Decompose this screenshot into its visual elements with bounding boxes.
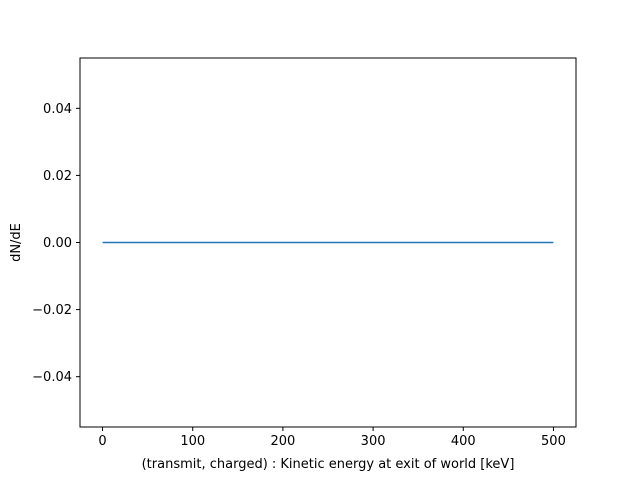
x-tick-label: 0 [98, 434, 106, 449]
x-tick-label: 200 [270, 434, 295, 449]
x-tick-label: 300 [361, 434, 386, 449]
y-tick-label: 0.04 [43, 102, 72, 117]
x-tick-label: 100 [180, 434, 205, 449]
y-tick-label: −0.04 [32, 370, 72, 385]
x-axis: 0 100 200 300 400 500 [98, 427, 566, 449]
y-tick-label: −0.02 [32, 303, 72, 318]
y-tick-label: 0.02 [43, 169, 72, 184]
y-axis: −0.04 −0.02 0.00 0.02 0.04 [32, 102, 80, 385]
y-tick-label: 0.00 [43, 236, 72, 251]
y-axis-label: dN/dE [9, 223, 24, 262]
x-tick-label: 400 [451, 434, 476, 449]
x-tick-label: 500 [541, 434, 566, 449]
x-axis-label: (transmit, charged) : Kinetic energy at … [142, 457, 515, 472]
